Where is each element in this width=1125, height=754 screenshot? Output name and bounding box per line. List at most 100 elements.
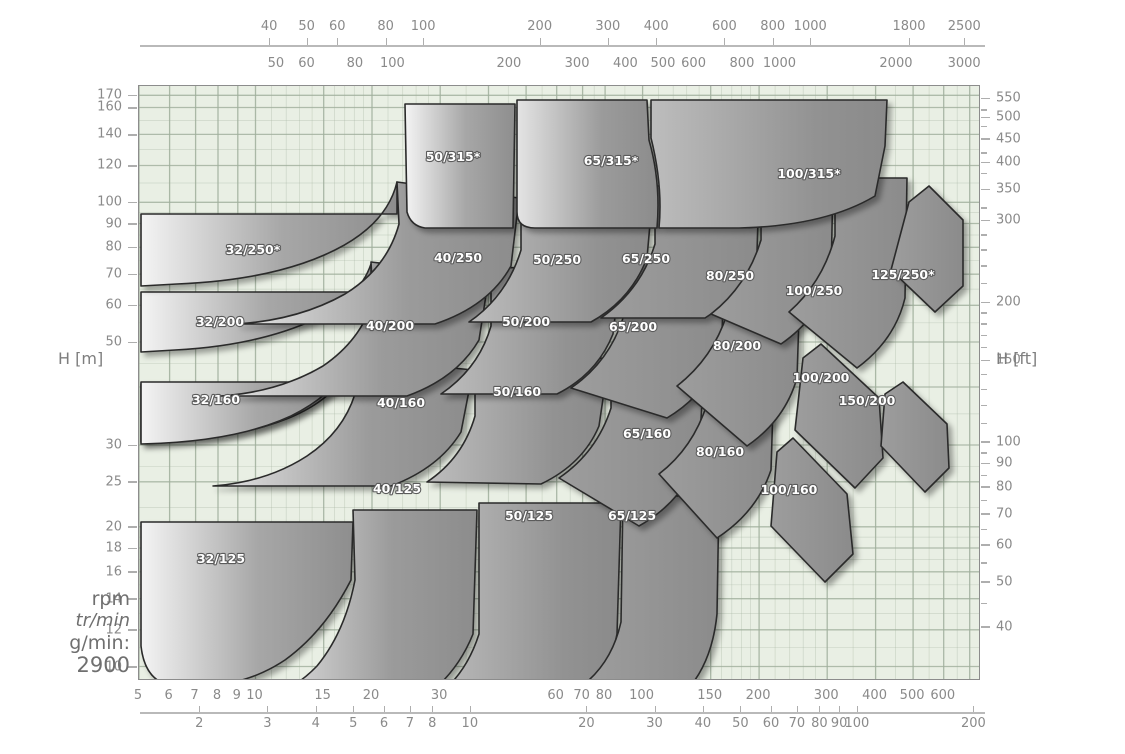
bottom-secondary-tick-label: 2 (195, 716, 204, 731)
top-secondary-tick-label: 500 (650, 56, 676, 71)
bottom-secondary-tick-label: 70 (788, 716, 806, 731)
left-axis-title: H [m] (58, 349, 104, 368)
axis-tick-mark (432, 706, 434, 712)
pump-region-label: 50/125 (505, 508, 553, 523)
pump-region-label: 65/125 (608, 508, 656, 523)
pump-region-label: 50/250 (533, 252, 581, 267)
right-axis-tick-label: 50 (996, 574, 1013, 590)
right-axis-tick-label: 450 (996, 131, 1021, 147)
pump-regions: 32/125 40/125 50/125 65/125 32/160 40/160 50/1… (140, 99, 964, 679)
top-primary-tick-label: 400 (643, 19, 669, 34)
axis-tick-mark (981, 188, 990, 191)
pump-region-label: 50/160 (493, 384, 541, 399)
axis-tick-mark (128, 133, 137, 136)
pump-region-label: 100/250 (786, 283, 843, 298)
axis-tick-mark (128, 223, 137, 225)
axis-tick-mark (128, 94, 137, 97)
axis-tick-mark (981, 513, 990, 515)
axis-tick-mark (772, 38, 774, 45)
bottom-axis-tick-label: 80 (595, 688, 613, 703)
bottom-axis-tick-label: 9 (232, 688, 241, 703)
pump-region-label: 40/250 (434, 250, 482, 265)
pump-region-label: 80/160 (696, 444, 744, 459)
axis-tick-mark (771, 706, 772, 712)
pump-region-label: 32/160 (192, 392, 240, 407)
right-axis-tick-label: 150 (996, 352, 1021, 368)
top-primary-tick-label: 300 (595, 19, 621, 34)
left-axis-tick-label: 10 (105, 659, 122, 675)
pump-region-label: 32/125 (197, 551, 245, 566)
right-axis-tick-label: 550 (996, 90, 1021, 106)
pump-region-label: 80/200 (713, 338, 761, 353)
pump-region[interactable] (588, 495, 720, 679)
axis-minor-tick-mark (981, 422, 987, 424)
right-axis-tick-label: 500 (996, 109, 1021, 125)
pump-region-label: 80/250 (706, 268, 754, 283)
right-axis-title: H [ft] (996, 349, 1038, 368)
axis-minor-tick-mark (981, 109, 987, 111)
pump-region[interactable] (788, 177, 908, 369)
right-axis-tick-label: 350 (996, 181, 1021, 197)
top-axis-line (140, 45, 985, 47)
right-axis-tick-label: 60 (996, 537, 1013, 553)
axis-tick-mark (128, 246, 137, 249)
pump-region[interactable] (516, 99, 659, 229)
axis-tick-mark (909, 38, 911, 45)
axis-minor-tick-mark (981, 312, 987, 314)
pump-region-label: 32/200 (196, 314, 244, 329)
pump-region[interactable] (650, 99, 888, 229)
bottom-axis-tick-label: 10 (246, 688, 263, 703)
bottom-secondary-tick-label: 7 (405, 716, 415, 731)
bottom-axis-tick-label: 600 (930, 688, 956, 703)
axis-tick-mark (267, 706, 269, 712)
top-secondary-tick-label: 3000 (947, 56, 981, 71)
bottom-axis-tick-label: 5 (133, 688, 143, 703)
bottom-axis-tick-label: 8 (212, 688, 222, 703)
right-axis-tick-label: 100 (996, 434, 1021, 450)
axis-tick-mark (654, 706, 656, 712)
pump-region[interactable] (880, 381, 950, 493)
axis-tick-mark (385, 38, 387, 45)
pump-region[interactable] (140, 181, 398, 287)
bottom-secondary-tick-label: 100 (844, 716, 870, 731)
axis-minor-tick-mark (981, 323, 987, 325)
right-axis-tick-label: 200 (996, 294, 1021, 310)
bottom-secondary-tick-label: 90 (830, 716, 848, 731)
left-axis-tick-label: 12 (105, 622, 122, 638)
top-primary-tick-label: 100 (410, 19, 436, 34)
speed-line-3: g/min: (69, 632, 130, 654)
axis-minor-tick-mark (981, 373, 987, 376)
top-secondary-tick-label: 80 (346, 56, 364, 71)
axis-minor-tick-mark (981, 282, 987, 285)
left-axis-tick-label: 90 (105, 216, 122, 231)
pump-region[interactable] (890, 185, 964, 313)
right-axis-tick-label: 70 (996, 506, 1013, 522)
pump-region-label: 40/200 (366, 318, 414, 333)
top-secondary-tick-label: 800 (729, 56, 755, 71)
axis-minor-tick-mark (981, 249, 987, 251)
right-axis-tick-label: 80 (996, 479, 1013, 495)
speed-label: rpm tr/min g/min: 2900 (22, 588, 130, 676)
axis-tick-mark (656, 38, 658, 45)
left-axis-tick-label: 30 (105, 437, 122, 453)
axis-tick-mark (269, 38, 271, 45)
axis-tick-mark (724, 38, 726, 45)
pump-region[interactable] (770, 437, 854, 583)
bottom-secondary-tick-label: 20 (578, 716, 595, 731)
bottom-secondary-tick-label: 10 (461, 716, 479, 731)
pump-region[interactable] (404, 103, 516, 229)
bottom-secondary-tick-label: 40 (694, 716, 712, 731)
pump-region[interactable] (263, 509, 478, 679)
top-primary-tick-label: 1800 (892, 19, 926, 34)
top-secondary-tick-label: 300 (564, 56, 590, 71)
top-secondary-tick-label: 200 (496, 56, 522, 71)
bottom-secondary-axis-line (140, 712, 985, 714)
pump-region[interactable] (140, 521, 354, 679)
pump-region[interactable] (794, 343, 884, 489)
top-primary-tick-label: 600 (711, 19, 737, 34)
axis-minor-tick-mark (981, 474, 987, 476)
axis-tick-mark (981, 486, 990, 488)
top-secondary-tick-label: 600 (681, 56, 706, 71)
axis-tick-mark (409, 706, 411, 712)
